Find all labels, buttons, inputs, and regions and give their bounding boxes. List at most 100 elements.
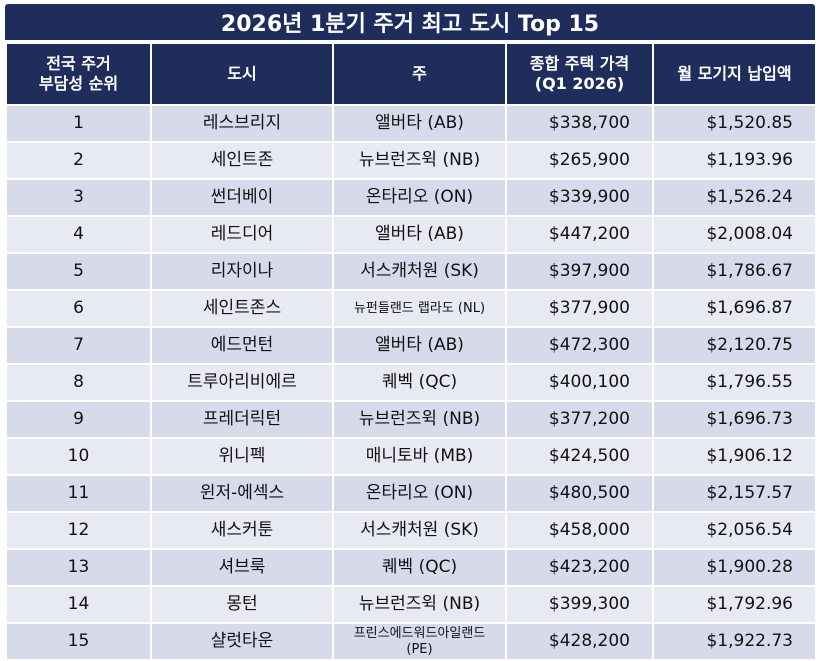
table-cell: 온타리오 (ON) bbox=[332, 178, 507, 217]
table-cell: $458,000 bbox=[505, 511, 654, 550]
table-cell: 뉴브런즈윅 (NB) bbox=[332, 141, 507, 180]
table-cell: 퀘벡 (QC) bbox=[332, 548, 507, 587]
table-cell: 새스커툰 bbox=[150, 511, 334, 550]
table-cell: $265,900 bbox=[505, 141, 654, 180]
table-cell: $428,200 bbox=[505, 622, 654, 661]
table-cell: $447,200 bbox=[505, 215, 654, 254]
column-header: 도시 bbox=[150, 42, 334, 106]
table-row: 9 프레더릭턴 뉴브런즈윅 (NB) $377,200 $1,696.73 bbox=[5, 400, 817, 439]
table-cell: 샬럿타운 bbox=[150, 622, 334, 661]
table-cell: $2,157.57 bbox=[652, 474, 817, 513]
table-row: 12 새스커툰 서스캐처원 (SK) $458,000 $2,056.54 bbox=[5, 511, 817, 550]
table-cell: $1,906.12 bbox=[652, 437, 817, 476]
table-row: 4 레드디어 앨버타 (AB) $447,200 $2,008.04 bbox=[5, 215, 817, 254]
table-cell: 15 bbox=[5, 622, 152, 661]
table-cell: $1,796.55 bbox=[652, 363, 817, 402]
table-cell: 레스브리지 bbox=[150, 104, 334, 143]
table-cell: $338,700 bbox=[505, 104, 654, 143]
table-cell: $1,193.96 bbox=[652, 141, 817, 180]
table-cell: $1,696.87 bbox=[652, 289, 817, 328]
table-cell: $1,696.73 bbox=[652, 400, 817, 439]
table-cell: 프레더릭턴 bbox=[150, 400, 334, 439]
table-cell: 9 bbox=[5, 400, 152, 439]
table-cell: 1 bbox=[5, 104, 152, 143]
table-cell: 에드먼턴 bbox=[150, 326, 334, 365]
table-cell: 뉴브런즈윅 (NB) bbox=[332, 585, 507, 624]
table-cell: 뉴펀들랜드 랩라도 (NL) bbox=[332, 289, 507, 328]
table-row: 5 리자이나 서스캐처원 (SK) $397,900 $1,786.67 bbox=[5, 252, 817, 291]
table-cell: $339,900 bbox=[505, 178, 654, 217]
table-cell: 2 bbox=[5, 141, 152, 180]
table-cell: 트루아리비에르 bbox=[150, 363, 334, 402]
table-cell: $1,922.73 bbox=[652, 622, 817, 661]
table-cell: 8 bbox=[5, 363, 152, 402]
table-cell: $377,200 bbox=[505, 400, 654, 439]
table-cell: $397,900 bbox=[505, 252, 654, 291]
table-row: 1 레스브리지 앨버타 (AB) $338,700 $1,520.85 bbox=[5, 104, 817, 143]
table-cell: 매니토바 (MB) bbox=[332, 437, 507, 476]
table-cell: 4 bbox=[5, 215, 152, 254]
table-cell: $1,526.24 bbox=[652, 178, 817, 217]
table-cell: 퀘벡 (QC) bbox=[332, 363, 507, 402]
table-cell: $1,786.67 bbox=[652, 252, 817, 291]
table-cell: $2,120.75 bbox=[652, 326, 817, 365]
column-header: 주 bbox=[332, 42, 507, 106]
table-body: 1 레스브리지 앨버타 (AB) $338,700 $1,520.85 2 세인트존 뉴브런즈… bbox=[5, 104, 817, 661]
table-row: 15 샬럿타운 프린스에드워드아일랜드 (PE) $428,200 $1,922.73 bbox=[5, 622, 817, 661]
column-header: 전국 주거 부담성 순위 bbox=[5, 42, 152, 106]
table-cell: 서스캐처원 (SK) bbox=[332, 252, 507, 291]
table-cell: 3 bbox=[5, 178, 152, 217]
table-cell: 11 bbox=[5, 474, 152, 513]
table-cell: 13 bbox=[5, 548, 152, 587]
table-cell: 세인트존 bbox=[150, 141, 334, 180]
table-cell: 5 bbox=[5, 252, 152, 291]
table-cell: 앨버타 (AB) bbox=[332, 104, 507, 143]
table-cell: $423,200 bbox=[505, 548, 654, 587]
table-row: 11 윈저-에섹스 온타리오 (ON) $480,500 $2,157.57 bbox=[5, 474, 817, 513]
table-cell: 14 bbox=[5, 585, 152, 624]
table-card: 2026년 1분기 주거 최고 도시 Top 15 전국 주거 부담성 순위 도시… bbox=[5, 4, 817, 661]
table: 전국 주거 부담성 순위 도시 주 종합 주택 가격 (Q1 2026) 월 모기지 납… bbox=[5, 42, 817, 661]
table-cell: 6 bbox=[5, 289, 152, 328]
table-cell: $480,500 bbox=[505, 474, 654, 513]
table-cell: $2,056.54 bbox=[652, 511, 817, 550]
table-row: 13 셔브룩 퀘벡 (QC) $423,200 $1,900.28 bbox=[5, 548, 817, 587]
table-row: 2 세인트존 뉴브런즈윅 (NB) $265,900 $1,193.96 bbox=[5, 141, 817, 180]
table-cell: 세인트존스 bbox=[150, 289, 334, 328]
table-cell: 썬더베이 bbox=[150, 178, 334, 217]
table-row: 6 세인트존스 뉴펀들랜드 랩라도 (NL) $377,900 $1,696.87 bbox=[5, 289, 817, 328]
table-cell: 앨버타 (AB) bbox=[332, 215, 507, 254]
table-cell: 레드디어 bbox=[150, 215, 334, 254]
table-cell: 온타리오 (ON) bbox=[332, 474, 507, 513]
table-cell: 10 bbox=[5, 437, 152, 476]
table-cell: $399,300 bbox=[505, 585, 654, 624]
header-row: 전국 주거 부담성 순위 도시 주 종합 주택 가격 (Q1 2026) 월 모기지 납… bbox=[5, 42, 817, 106]
table-row: 14 몽턴 뉴브런즈윅 (NB) $399,300 $1,792.96 bbox=[5, 585, 817, 624]
table-cell: 서스캐처원 (SK) bbox=[332, 511, 507, 550]
table-cell: 몽턴 bbox=[150, 585, 334, 624]
table-row: 7 에드먼턴 앨버타 (AB) $472,300 $2,120.75 bbox=[5, 326, 817, 365]
title: 2026년 1분기 주거 최고 도시 Top 15 bbox=[5, 4, 815, 40]
column-header: 월 모기지 납입액 bbox=[652, 42, 817, 106]
table-cell: 리자이나 bbox=[150, 252, 334, 291]
table-row: 8 트루아리비에르 퀘벡 (QC) $400,100 $1,796.55 bbox=[5, 363, 817, 402]
column-header: 종합 주택 가격 (Q1 2026) bbox=[505, 42, 654, 106]
table-cell: $400,100 bbox=[505, 363, 654, 402]
table-cell: $1,792.96 bbox=[652, 585, 817, 624]
table-cell: $1,900.28 bbox=[652, 548, 817, 587]
table-cell: 셔브룩 bbox=[150, 548, 334, 587]
table-cell: 윈저-에섹스 bbox=[150, 474, 334, 513]
table-cell: $424,500 bbox=[505, 437, 654, 476]
table-cell: 뉴브런즈윅 (NB) bbox=[332, 400, 507, 439]
table-cell: 앨버타 (AB) bbox=[332, 326, 507, 365]
table-cell: $2,008.04 bbox=[652, 215, 817, 254]
table-cell: $1,520.85 bbox=[652, 104, 817, 143]
table-cell: 위니펙 bbox=[150, 437, 334, 476]
table-cell: 프린스에드워드아일랜드 (PE) bbox=[332, 622, 507, 661]
table-cell: 7 bbox=[5, 326, 152, 365]
table-row: 3 썬더베이 온타리오 (ON) $339,900 $1,526.24 bbox=[5, 178, 817, 217]
table-cell: $472,300 bbox=[505, 326, 654, 365]
table-cell: $377,900 bbox=[505, 289, 654, 328]
table-row: 10 위니펙 매니토바 (MB) $424,500 $1,906.12 bbox=[5, 437, 817, 476]
